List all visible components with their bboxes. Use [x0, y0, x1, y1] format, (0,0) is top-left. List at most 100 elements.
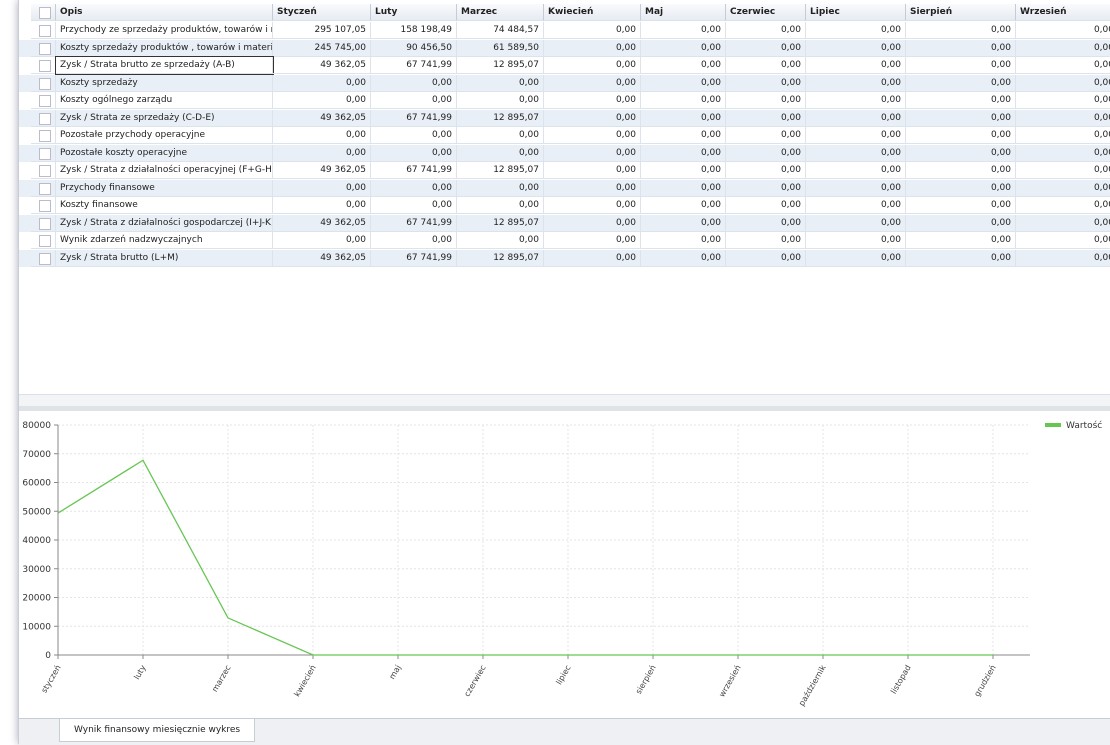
table-cell: 0,00	[906, 127, 1016, 144]
table-cell: 0,00	[641, 214, 726, 232]
table-cell: 0,00	[906, 197, 1016, 214]
table-cell: Koszty sprzedaży produktów , towarów i m…	[56, 39, 273, 57]
x-tick-label: grudzień	[972, 664, 997, 699]
table-cell: 0,00	[544, 144, 641, 162]
series-line	[57, 459, 993, 656]
table-cell: 12 895,07	[457, 57, 544, 74]
checkbox[interactable]	[39, 200, 51, 212]
table-cell: 49 362,05	[273, 162, 371, 179]
y-tick-label: 60000	[22, 479, 51, 489]
checkbox-cell	[31, 179, 56, 197]
table-cell: 0,00	[371, 144, 457, 162]
table-cell: 0,00	[273, 92, 371, 109]
table-cell: Pozostałe koszty operacyjne	[56, 144, 273, 162]
checkbox[interactable]	[39, 25, 51, 37]
checkbox-cell	[31, 109, 56, 127]
checkbox[interactable]	[39, 95, 51, 107]
table-cell: 0,00	[641, 179, 726, 197]
table-cell: 0,00	[641, 109, 726, 127]
checkbox[interactable]	[39, 147, 51, 160]
table-cell: 0,00	[1016, 110, 1110, 127]
table-cell: 0,00	[806, 179, 906, 197]
table-cell: 0,00	[806, 57, 906, 74]
y-tick-label: 80000	[22, 421, 51, 431]
column-header: Marzec	[457, 4, 544, 21]
table-cell: 0,00	[906, 22, 1016, 39]
table-cell: 0,00	[1016, 127, 1110, 144]
x-tick-label: sierpień	[634, 664, 658, 696]
checkbox-cell	[31, 22, 56, 39]
table-cell: 0,00	[806, 22, 906, 39]
x-tick-label: lipiec	[554, 664, 572, 687]
table-cell: 74 484,57	[457, 22, 544, 39]
table-cell: 0,00	[273, 74, 371, 92]
table-cell: 245 745,00	[273, 39, 371, 57]
table-cell: 0,00	[1016, 162, 1110, 179]
x-tick-label: czerwiec	[462, 664, 487, 699]
checkbox[interactable]	[39, 165, 51, 177]
checkbox[interactable]	[39, 42, 51, 55]
table-cell: 0,00	[1016, 250, 1110, 267]
y-tick-label: 0	[45, 651, 51, 661]
table-cell: 0,00	[726, 162, 806, 179]
table-cell: 0,00	[806, 162, 906, 179]
column-header: Sierpień	[906, 4, 1016, 21]
table-cell: 0,00	[906, 92, 1016, 109]
tab[interactable]: Wynik finansowy miesięcznie wykres	[59, 719, 256, 742]
table-cell: 0,00	[457, 232, 544, 249]
checkbox[interactable]	[39, 7, 51, 19]
table-cell: 0,00	[806, 127, 906, 144]
checkbox[interactable]	[39, 60, 51, 72]
table-row: Koszty sprzedaży produktów , towarów i m…	[19, 39, 1110, 57]
y-tick-label: 20000	[22, 594, 51, 604]
checkbox[interactable]	[39, 112, 51, 125]
x-tick-label: październik	[797, 663, 828, 707]
x-tick-label: marzec	[210, 664, 233, 694]
table-cell: 0,00	[544, 179, 641, 197]
checkbox[interactable]	[39, 182, 51, 195]
checkbox[interactable]	[39, 130, 51, 142]
table-cell: 0,00	[806, 74, 906, 92]
checkbox-cell	[31, 74, 56, 92]
table-cell: 0,00	[906, 162, 1016, 179]
table-cell: 0,00	[544, 92, 641, 109]
table-cell: 0,00	[726, 144, 806, 162]
checkbox-cell	[31, 4, 56, 21]
table-row: Wynik zdarzeń nadzwyczajnych 0,00 0,00 0,00…	[19, 232, 1110, 249]
table-cell: 0,00	[457, 127, 544, 144]
table-cell: 49 362,05	[273, 57, 371, 74]
table-cell: 0,00	[544, 162, 641, 179]
checkbox[interactable]	[39, 235, 51, 247]
table-cell: 61 589,50	[457, 39, 544, 57]
table-cell: 0,00	[544, 57, 641, 74]
checkbox[interactable]	[39, 77, 51, 90]
table-cell: 0,00	[906, 249, 1016, 267]
table-cell: 0,00	[726, 22, 806, 39]
scrollbar[interactable]	[19, 394, 1110, 407]
table-cell: 0,00	[806, 39, 906, 57]
table-cell: Zysk / Strata ze sprzedaży (C-D-E)	[56, 109, 273, 127]
table-cell: 0,00	[1016, 215, 1110, 232]
y-tick-label: 50000	[22, 507, 51, 517]
table-cell: 158 198,49	[371, 22, 457, 39]
table-cell: Koszty ogólnego zarządu	[56, 92, 273, 109]
checkbox-cell	[31, 214, 56, 232]
table-cell: 0,00	[273, 232, 371, 249]
table-cell: 67 741,99	[371, 162, 457, 179]
checkbox-cell	[31, 162, 56, 179]
checkbox[interactable]	[39, 217, 51, 230]
splitter[interactable]	[19, 406, 1110, 411]
checkbox[interactable]	[39, 252, 51, 265]
table-cell: 0,00	[371, 232, 457, 249]
table-cell: 0,00	[273, 144, 371, 162]
table-cell: 0,00	[726, 92, 806, 109]
checkbox-cell	[31, 57, 56, 74]
table-cell: 0,00	[457, 144, 544, 162]
table-cell: 0,00	[641, 144, 726, 162]
table-cell: 0,00	[906, 179, 1016, 197]
table-cell: 0,00	[544, 214, 641, 232]
table-cell: 0,00	[641, 249, 726, 267]
table-row: Zysk / Strata brutto ze sprzedaży (A-B) 4…	[19, 56, 1110, 75]
table-cell: 0,00	[641, 39, 726, 57]
table-cell: 0,00	[641, 232, 726, 249]
